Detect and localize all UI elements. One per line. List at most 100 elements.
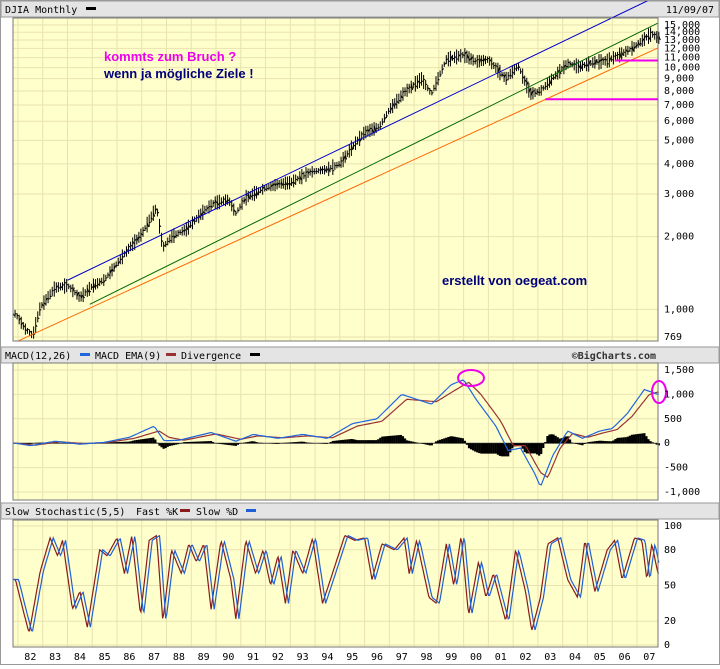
- price-bar-tick: [426, 84, 428, 85]
- price-bar-tick: [246, 195, 248, 196]
- x-tick-label: 88: [173, 652, 185, 663]
- fastk-swatch: [180, 509, 190, 512]
- annotation-targets: wenn ja mögliche Ziele !: [103, 66, 254, 81]
- price-bar-tick: [48, 299, 50, 300]
- price-tick-label: 8,000: [664, 86, 694, 97]
- macd-legend-macd: MACD(12,26): [5, 351, 71, 362]
- price-bar-tick: [242, 201, 244, 202]
- stoch-tick-label: 0: [664, 640, 670, 651]
- price-bar-tick: [347, 154, 349, 155]
- macd-tick-label: 500: [664, 414, 682, 425]
- price-bar-tick: [514, 68, 516, 69]
- x-tick-label: 06: [619, 652, 631, 663]
- price-tick-label: 4,000: [664, 159, 694, 170]
- macd-legend-ema: MACD EMA(9): [95, 351, 161, 362]
- annotation-credit: erstellt von oegeat.com: [442, 273, 587, 288]
- annotation-break-question: kommts zum Bruch ?: [104, 49, 236, 64]
- price-tick-label: 10,000: [664, 63, 700, 74]
- x-tick-label: 95: [346, 652, 358, 663]
- x-tick-label: 94: [321, 652, 333, 663]
- divergence-swatch: [250, 353, 260, 356]
- price-bar-tick: [279, 183, 281, 184]
- price-bar-tick: [448, 61, 450, 62]
- x-tick-label: 93: [297, 652, 309, 663]
- x-tick-label: 91: [247, 652, 259, 663]
- price-bar-tick: [122, 256, 124, 257]
- stoch-legend-slowd: Slow %D: [196, 507, 238, 518]
- price-bar-tick: [143, 230, 145, 231]
- price-bar-tick: [259, 192, 261, 193]
- price-bar-tick: [102, 282, 104, 283]
- price-bar-tick: [223, 199, 225, 200]
- x-tick-label: 90: [222, 652, 234, 663]
- price-bar-tick: [486, 59, 488, 60]
- macd-swatch: [80, 353, 90, 356]
- macd-tick-label: 1,000: [664, 389, 694, 400]
- price-bar-tick: [409, 87, 411, 88]
- macd-tick-label: -500: [664, 463, 688, 474]
- price-bar-tick: [382, 122, 384, 123]
- price-tick-label: 7,000: [664, 100, 694, 111]
- price-panel-date: 11/09/07: [666, 5, 714, 16]
- x-tick-label: 83: [49, 652, 61, 663]
- price-bar-tick: [75, 292, 77, 293]
- price-tick-label: 3,000: [664, 189, 694, 200]
- x-tick-label: 86: [123, 652, 135, 663]
- price-bar-tick: [261, 190, 263, 191]
- stoch-tick-label: 80: [664, 545, 676, 556]
- x-tick-label: 98: [420, 652, 432, 663]
- x-tick-label: 92: [272, 652, 284, 663]
- price-bar-tick: [655, 34, 657, 35]
- price-legend-swatch: [86, 7, 96, 10]
- x-tick-label: 03: [544, 652, 556, 663]
- price-bar-tick: [630, 48, 632, 49]
- x-tick-label: 00: [470, 652, 482, 663]
- price-bar-tick: [461, 54, 463, 55]
- x-tick-label: 87: [148, 652, 160, 663]
- x-tick-label: 02: [520, 652, 532, 663]
- price-bar-tick: [120, 259, 122, 260]
- stoch-tick-label: 50: [664, 581, 676, 592]
- macd-tick-label: 0: [664, 438, 670, 449]
- price-bar-tick: [108, 274, 110, 275]
- price-tick-label: 5,000: [664, 135, 694, 146]
- price-panel-title: DJIA Monthly: [5, 5, 77, 16]
- price-bar-tick: [269, 188, 271, 189]
- x-tick-label: 82: [24, 652, 36, 663]
- x-tick-label: 04: [569, 652, 581, 663]
- macd-legend-divergence: Divergence: [181, 351, 241, 362]
- price-bar-tick: [219, 203, 221, 204]
- stoch-tick-label: 100: [664, 521, 682, 532]
- x-tick-label: 05: [594, 652, 606, 663]
- price-bar-tick: [370, 128, 372, 129]
- x-tick-label: 84: [74, 652, 86, 663]
- price-bar-tick: [172, 236, 174, 237]
- macd-plot-area: [13, 363, 658, 500]
- price-bar-tick: [67, 284, 69, 285]
- price-tick-label: 769: [664, 332, 682, 343]
- x-tick-label: 01: [495, 652, 507, 663]
- stoch-legend-fastk: Fast %K: [136, 507, 178, 518]
- stoch-tick-label: 20: [664, 616, 676, 627]
- slowd-swatch: [246, 509, 256, 512]
- price-bar-tick: [473, 61, 475, 62]
- macd-tick-label: 1,500: [664, 365, 694, 376]
- price-bar-tick: [180, 232, 182, 233]
- x-tick-label: 97: [396, 652, 408, 663]
- price-bar-tick: [267, 188, 269, 189]
- price-bar-tick: [296, 179, 298, 180]
- price-tick-label: 9,000: [664, 74, 694, 85]
- price-tick-label: 6,000: [664, 116, 694, 127]
- price-bar-tick: [362, 134, 364, 135]
- price-bar-tick: [310, 171, 312, 172]
- price-bar-tick: [615, 55, 617, 56]
- x-tick-label: 96: [371, 652, 383, 663]
- price-tick-label: 2,000: [664, 232, 694, 243]
- price-bar-tick: [539, 92, 541, 93]
- x-tick-label: 89: [198, 652, 210, 663]
- x-tick-label: 07: [643, 652, 655, 663]
- stoch-legend-title: Slow Stochastic(5,5): [5, 507, 125, 518]
- x-tick-label: 99: [445, 652, 457, 663]
